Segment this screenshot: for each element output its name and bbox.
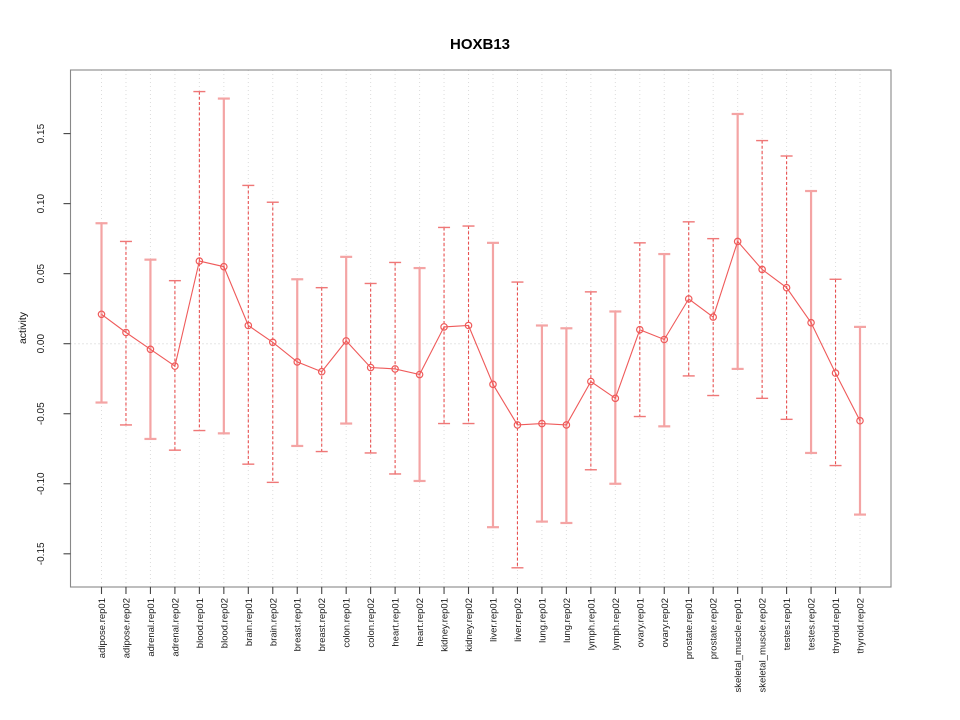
y-tick-label: -0.05: [36, 402, 47, 425]
x-tick-label: brain.rep01: [244, 598, 255, 646]
data-point-marker: [538, 419, 546, 428]
data-point-marker: [856, 416, 864, 425]
data-point-marker: [391, 365, 399, 373]
data-point-marker: [489, 380, 497, 389]
data-point-marker: [317, 367, 326, 376]
data-point-marker: [244, 321, 253, 330]
x-tick-label: liver.rep02: [513, 598, 524, 642]
x-tick-label: skeletal_muscle.rep02: [758, 598, 769, 693]
x-tick-label: ovary.rep01: [635, 598, 646, 647]
x-tick-label: prostate.rep01: [684, 598, 695, 659]
x-tick-label: lymph.rep01: [586, 598, 597, 650]
data-point-marker: [782, 283, 791, 292]
data-point-marker: [122, 328, 130, 337]
x-tick-label: ovary.rep02: [660, 598, 671, 647]
data-point-marker: [513, 421, 522, 429]
data-point-marker: [684, 295, 693, 303]
x-tick-label: kidney.rep02: [464, 598, 475, 652]
x-tick-label: lymph.rep02: [611, 598, 622, 650]
data-point-marker: [415, 370, 424, 379]
data-point-marker: [220, 262, 228, 271]
x-tick-label: thyroid.rep01: [831, 598, 842, 653]
y-tick-label: 0.05: [36, 263, 47, 283]
x-tick-label: adipose.rep02: [121, 598, 132, 658]
data-point-marker: [807, 318, 815, 327]
data-point-marker: [440, 323, 448, 331]
data-point-marker: [611, 394, 620, 403]
data-point-marker: [587, 377, 595, 386]
x-tick-label: liver.rep01: [488, 598, 499, 642]
y-tick-label: 0.15: [36, 123, 47, 143]
x-tick-label: prostate.rep02: [709, 598, 720, 659]
plot-frame: [69, 69, 892, 588]
data-point-marker: [758, 265, 766, 274]
x-tick-label: breast.rep02: [317, 598, 328, 651]
data-point-marker: [831, 369, 840, 377]
data-point-marker: [660, 335, 669, 344]
y-tick-label: 0.00: [36, 334, 47, 354]
x-tick-label: testes.rep01: [782, 598, 793, 650]
data-point-marker: [464, 321, 473, 330]
chart-title: HOXB13: [449, 36, 511, 53]
data-point-marker: [195, 257, 204, 265]
y-tick-label: -0.10: [36, 472, 47, 495]
x-tick-label: lung.rep01: [537, 598, 548, 643]
x-tick-label: adrenal.rep01: [146, 598, 157, 657]
x-tick-label: adipose.rep01: [97, 598, 108, 658]
x-tick-label: colon.rep02: [366, 598, 377, 648]
data-point-marker: [171, 362, 179, 370]
y-tick-label: -0.15: [36, 542, 47, 565]
x-tick-label: adrenal.rep02: [170, 598, 181, 657]
data-point-marker: [366, 363, 375, 372]
x-tick-label: lung.rep02: [562, 598, 573, 643]
x-tick-label: skeletal_muscle.rep01: [733, 598, 744, 693]
data-point-marker: [562, 421, 571, 429]
x-tick-label: breast.rep01: [293, 598, 304, 651]
data-point-marker: [709, 313, 717, 321]
data-point-marker: [342, 337, 350, 345]
series-line: [101, 240, 861, 426]
x-tick-label: heart.rep02: [415, 598, 426, 647]
data-point-marker: [635, 325, 644, 334]
x-tick-label: testes.rep02: [807, 598, 818, 650]
data-point-marker: [268, 338, 277, 347]
data-point-marker: [293, 358, 302, 366]
data-point-marker: [97, 310, 106, 319]
y-tick-label: 0.10: [36, 193, 47, 213]
x-tick-label: thyroid.rep02: [856, 598, 867, 653]
x-tick-label: brain.rep02: [268, 598, 279, 646]
x-tick-label: blood.rep01: [195, 598, 206, 648]
x-tick-label: blood.rep02: [219, 598, 230, 648]
x-tick-label: colon.rep01: [342, 598, 353, 648]
x-tick-label: heart.rep01: [391, 598, 402, 647]
data-point-marker: [733, 237, 742, 246]
x-tick-label: kidney.rep01: [440, 598, 451, 652]
data-point-marker: [146, 345, 155, 354]
